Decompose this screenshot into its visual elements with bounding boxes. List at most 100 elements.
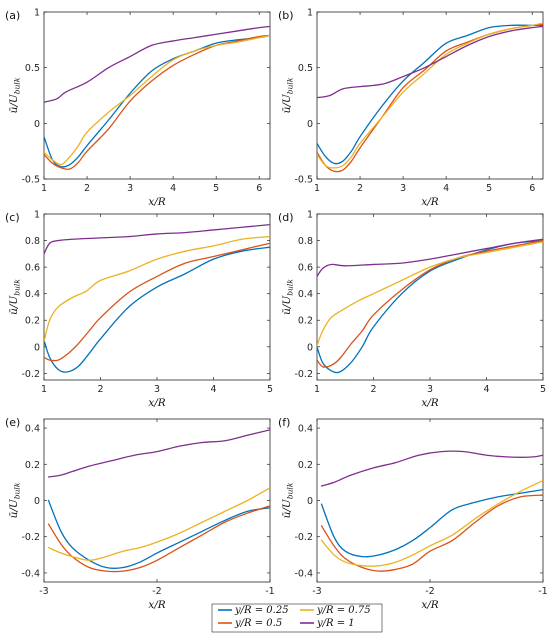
legend-entry: y/R = 1 xyxy=(316,618,355,629)
panel-label: (e) xyxy=(5,416,20,429)
y-tick-label: -0.2 xyxy=(21,369,40,380)
chart-panel: 1 2 3 4 5 -0.2 0 0.2 0.4 0.6 0.8 1 (d) x/R ū/Ubulk xyxy=(278,210,546,410)
series-group xyxy=(44,25,270,170)
x-tick-label: 6 xyxy=(256,183,262,194)
y-tick-label: 0.4 xyxy=(298,424,313,435)
y-axis-label: ū/Ubulk xyxy=(8,279,22,315)
axes-box xyxy=(43,418,271,583)
chart-panel: 1 2 3 4 5 6 -0.5 0 0.5 1 (a) x/R ū/Ubulk xyxy=(5,8,271,208)
chart-panel: -3 -2 -1 -0.4 -0.2 0 0.2 0.4 (e) x/R ū/Ubulk xyxy=(5,416,275,611)
x-tick-label: -3 xyxy=(312,586,321,597)
series-group xyxy=(320,450,543,572)
chart-panel: 1 2 3 4 5 6 -0.5 0 0.5 1 (b) x/R ū/Ubulk xyxy=(278,8,544,208)
y-tick-label: -0.4 xyxy=(21,568,40,579)
y-tick-label: -0.4 xyxy=(294,568,313,579)
y-tick-label: 0.5 xyxy=(298,63,313,74)
y-tick-label: 0 xyxy=(307,342,313,353)
y-tick-label: 0.8 xyxy=(25,236,40,247)
y-tick-label: 0 xyxy=(34,119,40,130)
series-group xyxy=(47,429,270,573)
series-line xyxy=(44,223,270,255)
x-tick-label: 3 xyxy=(127,183,133,194)
y-axis-label: ū/Ubulk xyxy=(281,77,295,113)
x-axis-label: x/R xyxy=(421,196,438,208)
series-line xyxy=(317,239,543,374)
series-line xyxy=(317,23,543,173)
x-tick-label: 4 xyxy=(170,183,176,194)
y-tick-label: 0.2 xyxy=(25,316,40,327)
x-tick-label: -1 xyxy=(538,586,547,597)
y-axis-label: ū/Ubulk xyxy=(8,77,22,113)
series-line xyxy=(317,239,543,368)
x-tick-label: 5 xyxy=(486,183,492,194)
series-line xyxy=(47,429,270,478)
y-tick-label: 0.4 xyxy=(25,424,40,435)
y-tick-label: 1 xyxy=(34,8,40,19)
x-tick-label: 2 xyxy=(84,183,90,194)
y-axis-label: ū/Ubulk xyxy=(281,482,295,518)
series-line xyxy=(44,246,270,373)
legend-entry: y/R = 0.75 xyxy=(316,605,371,616)
y-tick-label: 1 xyxy=(34,210,40,221)
y-tick-label: 1 xyxy=(307,210,313,221)
x-axis-label: x/R xyxy=(421,599,438,611)
series-line xyxy=(320,494,543,572)
axes-box xyxy=(43,11,271,180)
series-line xyxy=(320,450,543,487)
x-axis-label: x/R xyxy=(421,397,438,409)
series-group xyxy=(44,223,270,373)
x-axis-label: x/R xyxy=(148,599,165,611)
x-tick-label: 2 xyxy=(97,384,103,395)
x-tick-label: 2 xyxy=(370,384,376,395)
y-tick-label: -0.5 xyxy=(21,175,40,186)
x-axis-label: x/R xyxy=(148,196,165,208)
panel-label: (b) xyxy=(278,9,294,22)
y-tick-label: 0.4 xyxy=(25,289,40,300)
x-tick-label: 5 xyxy=(213,183,219,194)
y-tick-label: 0 xyxy=(307,119,313,130)
panel-label: (f) xyxy=(278,416,290,429)
series-group xyxy=(317,22,543,173)
x-tick-label: 4 xyxy=(443,183,449,194)
series-line xyxy=(320,488,543,558)
x-tick-label: 4 xyxy=(483,384,489,395)
y-tick-label: 0.2 xyxy=(298,460,313,471)
y-tick-label: 0.6 xyxy=(25,263,40,274)
legend-entry: y/R = 0.5 xyxy=(234,618,282,629)
x-tick-label: -1 xyxy=(265,586,274,597)
panel-label: (d) xyxy=(278,211,294,224)
series-line xyxy=(47,487,270,561)
series-line xyxy=(44,235,270,343)
y-tick-label: -0.2 xyxy=(21,532,40,543)
x-tick-label: 3 xyxy=(400,183,406,194)
chart-panel: -3 -2 -1 -0.4 -0.2 0 0.2 0.4 (f) x/R ū/Ubulk xyxy=(278,416,548,611)
x-tick-label: 6 xyxy=(529,183,535,194)
legend: y/R = 0.25 y/R = 0.75 y/R = 0.5 y/R = 1 xyxy=(211,603,383,633)
y-axis-label: ū/Ubulk xyxy=(281,279,295,315)
x-tick-label: 1 xyxy=(41,384,47,395)
series-line xyxy=(44,34,270,168)
y-tick-label: 0 xyxy=(307,496,313,507)
series-line xyxy=(47,499,270,569)
y-tick-label: 0.5 xyxy=(25,63,40,74)
series-line xyxy=(44,34,270,170)
y-tick-label: 0.8 xyxy=(298,236,313,247)
x-tick-label: 5 xyxy=(540,384,546,395)
y-tick-label: 0.2 xyxy=(25,460,40,471)
x-axis-label: x/R xyxy=(148,397,165,409)
axes-box xyxy=(316,213,544,381)
series-group xyxy=(317,238,543,374)
x-tick-label: 4 xyxy=(210,384,216,395)
series-line xyxy=(320,479,543,567)
y-tick-label: 0.2 xyxy=(298,316,313,327)
legend-entry: y/R = 0.25 xyxy=(234,605,289,616)
x-tick-label: 1 xyxy=(314,183,320,194)
y-tick-label: 1 xyxy=(307,8,313,19)
x-tick-label: -2 xyxy=(152,586,161,597)
x-tick-label: -2 xyxy=(425,586,434,597)
x-tick-label: 1 xyxy=(41,183,47,194)
x-tick-label: 1 xyxy=(314,384,320,395)
y-tick-label: 0.6 xyxy=(298,263,313,274)
series-line xyxy=(317,238,543,278)
